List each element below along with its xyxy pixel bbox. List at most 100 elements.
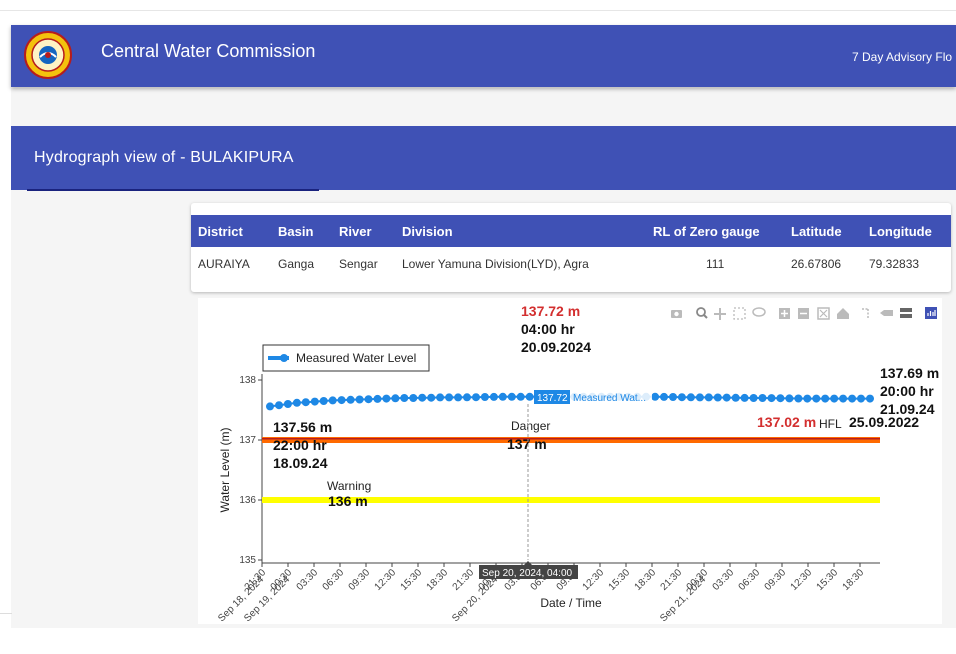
last-date-label: 21.09.24	[880, 401, 935, 417]
data-point[interactable]	[776, 394, 785, 403]
data-point[interactable]	[677, 393, 686, 402]
warning-label: Warning	[327, 479, 371, 493]
hfl-date-label: 25.09.2022	[849, 414, 919, 430]
data-point[interactable]	[669, 393, 677, 401]
app-title: Central Water Commission	[101, 41, 316, 61]
x-tick-label: 09:30	[763, 567, 789, 593]
x-tick-label: 15:30	[815, 567, 841, 593]
hover-compare-icon[interactable]	[900, 308, 912, 318]
data-point[interactable]	[660, 392, 668, 401]
data-point[interactable]	[436, 393, 445, 402]
zoom-out-icon[interactable]	[798, 308, 809, 319]
pan-icon[interactable]	[714, 308, 726, 320]
data-point[interactable]	[275, 401, 283, 410]
legend-label: Measured Water Level	[296, 351, 416, 365]
data-point[interactable]	[857, 394, 865, 403]
lasso-icon[interactable]	[752, 307, 766, 317]
data-point[interactable]	[830, 394, 839, 403]
data-point[interactable]	[785, 394, 794, 403]
first-date-label: 18.09.24	[273, 455, 328, 471]
data-point[interactable]	[418, 393, 427, 402]
data-point[interactable]	[292, 398, 301, 407]
data-point[interactable]	[695, 393, 704, 402]
advisory-link[interactable]: 7 Day Advisory Flo	[852, 50, 953, 64]
data-point[interactable]	[283, 400, 292, 408]
data-point[interactable]	[812, 394, 821, 403]
hover-x-pointer	[524, 561, 532, 565]
x-axis-title: Date / Time	[540, 596, 602, 610]
data-point[interactable]	[337, 396, 346, 405]
bottom-divider	[0, 613, 12, 614]
data-point[interactable]	[722, 393, 731, 402]
box-select-icon[interactable]	[733, 307, 746, 320]
data-point[interactable]	[525, 392, 534, 401]
cell-rl-zero-gauge: 111	[706, 257, 725, 271]
data-point[interactable]	[839, 394, 848, 403]
spike-lines-icon[interactable]	[862, 308, 869, 319]
data-point[interactable]	[427, 393, 436, 402]
data-point[interactable]	[346, 395, 355, 404]
data-point[interactable]	[391, 394, 400, 403]
zoom-in-icon[interactable]	[779, 308, 790, 319]
x-tick-label: 06:30	[321, 567, 347, 593]
data-point[interactable]	[463, 393, 471, 402]
hover-x-box	[479, 565, 578, 579]
data-point[interactable]	[319, 397, 328, 405]
data-point[interactable]	[266, 402, 274, 411]
peak-date-label: 20.09.2024	[521, 339, 591, 355]
data-point[interactable]	[686, 393, 695, 402]
x-tick-label: 18:30	[633, 567, 659, 593]
plotly-logo-icon[interactable]	[925, 307, 937, 319]
danger-label: Danger	[511, 419, 550, 433]
title-underline	[27, 189, 319, 191]
data-point[interactable]	[355, 395, 364, 404]
hover-closest-icon[interactable]	[880, 310, 893, 316]
home-icon[interactable]	[837, 308, 849, 319]
data-point[interactable]	[364, 395, 373, 404]
data-point[interactable]	[454, 393, 463, 402]
x-tick-label: 06:30	[737, 567, 763, 593]
data-point[interactable]	[713, 393, 722, 402]
danger-value-label: 137 m	[507, 436, 547, 452]
data-point[interactable]	[794, 394, 803, 403]
zoom-icon[interactable]	[696, 307, 708, 319]
data-point[interactable]	[382, 394, 391, 403]
data-point[interactable]	[749, 394, 758, 402]
data-point[interactable]	[445, 393, 454, 402]
data-point[interactable]	[516, 392, 525, 401]
data-point[interactable]	[480, 393, 489, 401]
data-point[interactable]	[821, 394, 830, 403]
data-point[interactable]	[310, 397, 319, 406]
hover-series-box	[570, 390, 652, 404]
hover-value-tag: 137.72	[537, 393, 568, 404]
data-point[interactable]	[866, 394, 874, 403]
data-point[interactable]	[704, 393, 713, 402]
y-axis: 138 137 136 135	[239, 375, 262, 566]
data-point[interactable]	[767, 394, 776, 403]
data-point[interactable]	[740, 393, 749, 402]
camera-icon[interactable]	[671, 310, 682, 318]
data-point[interactable]	[498, 392, 507, 401]
data-point[interactable]	[731, 393, 740, 402]
autoscale-icon[interactable]	[817, 307, 830, 320]
x-tick-label: 15:30	[607, 567, 633, 593]
data-point[interactable]	[301, 398, 310, 407]
legend[interactable]: Measured Water Level	[262, 344, 430, 372]
data-point[interactable]	[848, 394, 857, 403]
page-title: Hydrograph view of - BULAKIPURA	[34, 149, 294, 166]
x-tick-label: 21:30	[659, 567, 685, 593]
data-point[interactable]	[507, 392, 516, 401]
data-point[interactable]	[373, 394, 382, 403]
data-point[interactable]	[651, 392, 660, 401]
data-point[interactable]	[328, 396, 337, 405]
data-point[interactable]	[489, 392, 498, 401]
x-tick-label: 12:30	[581, 567, 607, 593]
data-point[interactable]	[803, 394, 812, 403]
data-point[interactable]	[409, 394, 418, 402]
x-tick-label: 15:30	[399, 567, 425, 593]
data-point[interactable]	[758, 394, 767, 402]
warning-value-label: 136 m	[328, 493, 368, 509]
data-point[interactable]	[472, 393, 480, 402]
data-point[interactable]	[400, 394, 409, 402]
